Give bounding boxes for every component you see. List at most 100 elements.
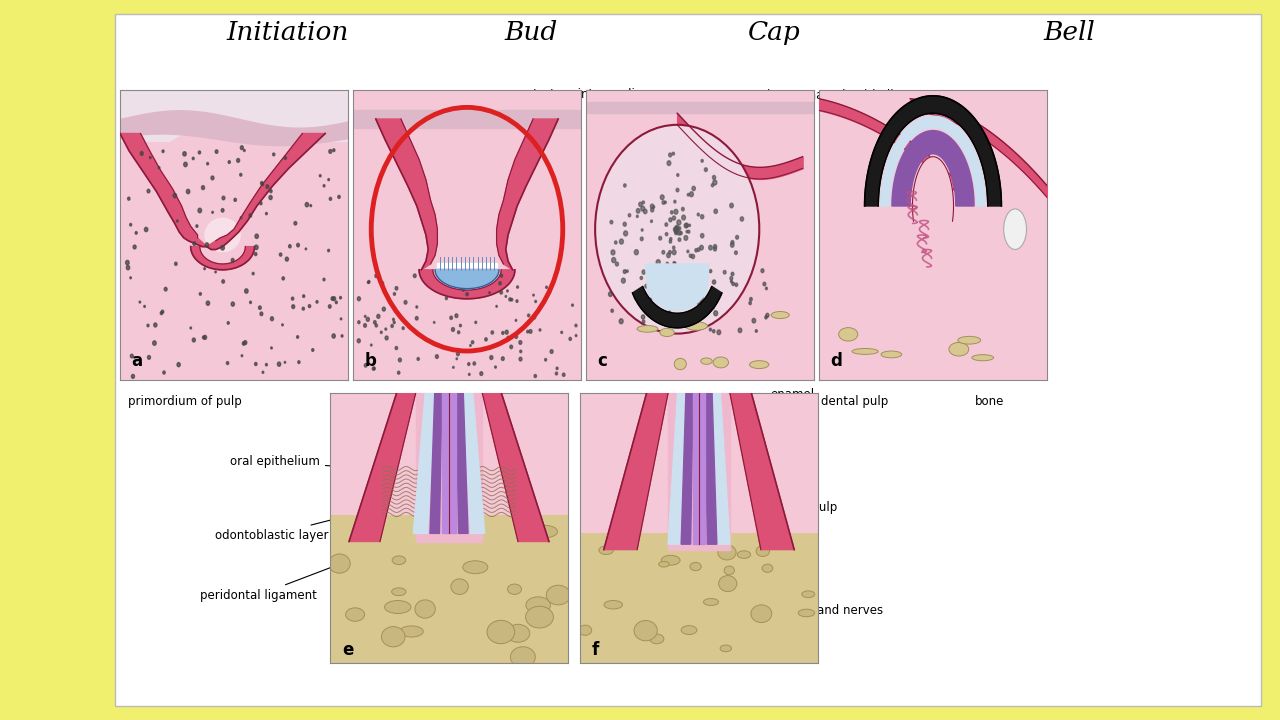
Circle shape: [269, 195, 273, 199]
Circle shape: [736, 235, 739, 239]
Polygon shape: [463, 393, 485, 534]
Circle shape: [284, 156, 287, 159]
Circle shape: [608, 292, 612, 297]
Circle shape: [365, 315, 366, 318]
Circle shape: [700, 246, 703, 250]
Circle shape: [385, 336, 388, 340]
Circle shape: [550, 350, 553, 354]
Circle shape: [262, 372, 264, 374]
Text: dental pulp: dental pulp: [663, 502, 837, 515]
Circle shape: [664, 201, 667, 204]
Circle shape: [681, 296, 684, 300]
Circle shape: [556, 372, 558, 375]
Circle shape: [211, 176, 214, 180]
Circle shape: [645, 284, 648, 288]
Circle shape: [147, 189, 150, 193]
Bar: [330, 515, 568, 663]
Circle shape: [319, 175, 321, 177]
Circle shape: [713, 180, 717, 185]
Circle shape: [735, 283, 737, 287]
Ellipse shape: [881, 351, 901, 358]
Circle shape: [470, 345, 471, 346]
Text: Cap: Cap: [748, 20, 801, 45]
Circle shape: [278, 362, 280, 366]
Circle shape: [621, 278, 626, 283]
Circle shape: [390, 325, 393, 328]
Ellipse shape: [948, 343, 969, 356]
Circle shape: [333, 149, 335, 152]
Circle shape: [687, 277, 690, 280]
Circle shape: [713, 247, 717, 251]
Circle shape: [495, 305, 498, 307]
Circle shape: [713, 245, 717, 248]
Circle shape: [261, 181, 264, 185]
Circle shape: [684, 235, 687, 240]
Circle shape: [698, 248, 700, 251]
Ellipse shape: [750, 361, 769, 369]
Circle shape: [365, 364, 367, 367]
Circle shape: [653, 307, 655, 310]
Polygon shape: [456, 393, 468, 534]
Ellipse shape: [675, 359, 686, 370]
Circle shape: [129, 223, 132, 226]
Circle shape: [532, 315, 536, 319]
Text: vessels and nerves: vessels and nerves: [663, 603, 883, 616]
Circle shape: [471, 341, 474, 344]
Circle shape: [367, 282, 369, 284]
Circle shape: [375, 274, 378, 278]
Circle shape: [308, 305, 311, 307]
Circle shape: [260, 202, 262, 204]
Circle shape: [228, 161, 230, 163]
Circle shape: [163, 150, 164, 153]
Ellipse shape: [114, 126, 332, 373]
Circle shape: [457, 331, 460, 333]
Circle shape: [232, 258, 234, 262]
Circle shape: [709, 269, 712, 273]
Circle shape: [129, 277, 132, 279]
Ellipse shape: [762, 564, 773, 572]
Circle shape: [147, 324, 148, 327]
Circle shape: [698, 300, 701, 305]
Polygon shape: [120, 133, 206, 246]
Circle shape: [357, 297, 361, 301]
Ellipse shape: [637, 325, 658, 332]
Circle shape: [128, 197, 131, 200]
Bar: [120, 90, 348, 143]
Circle shape: [366, 318, 370, 321]
Circle shape: [678, 227, 681, 230]
Circle shape: [376, 315, 380, 318]
Circle shape: [133, 245, 136, 249]
Circle shape: [288, 245, 291, 248]
Circle shape: [676, 189, 678, 192]
Ellipse shape: [127, 154, 214, 305]
Text: Bell: Bell: [1043, 20, 1094, 45]
Polygon shape: [892, 130, 974, 206]
Circle shape: [507, 290, 508, 292]
Circle shape: [150, 156, 151, 158]
Circle shape: [672, 152, 675, 155]
Circle shape: [623, 184, 626, 187]
Circle shape: [357, 321, 360, 324]
Circle shape: [243, 341, 247, 345]
Circle shape: [735, 251, 737, 254]
Polygon shape: [483, 393, 549, 541]
Circle shape: [140, 301, 141, 303]
Circle shape: [374, 367, 375, 370]
Ellipse shape: [506, 624, 530, 642]
Text: bone: bone: [975, 395, 1005, 408]
Circle shape: [666, 223, 668, 226]
Circle shape: [297, 243, 300, 247]
Circle shape: [202, 336, 205, 339]
Circle shape: [370, 344, 372, 346]
Circle shape: [396, 287, 398, 290]
Polygon shape: [645, 264, 709, 310]
Circle shape: [667, 304, 668, 306]
Ellipse shape: [700, 358, 712, 364]
Circle shape: [131, 354, 133, 358]
Circle shape: [675, 210, 678, 214]
Circle shape: [228, 322, 229, 324]
Circle shape: [385, 328, 387, 330]
Circle shape: [641, 206, 645, 211]
Circle shape: [486, 282, 488, 284]
Ellipse shape: [384, 600, 411, 613]
